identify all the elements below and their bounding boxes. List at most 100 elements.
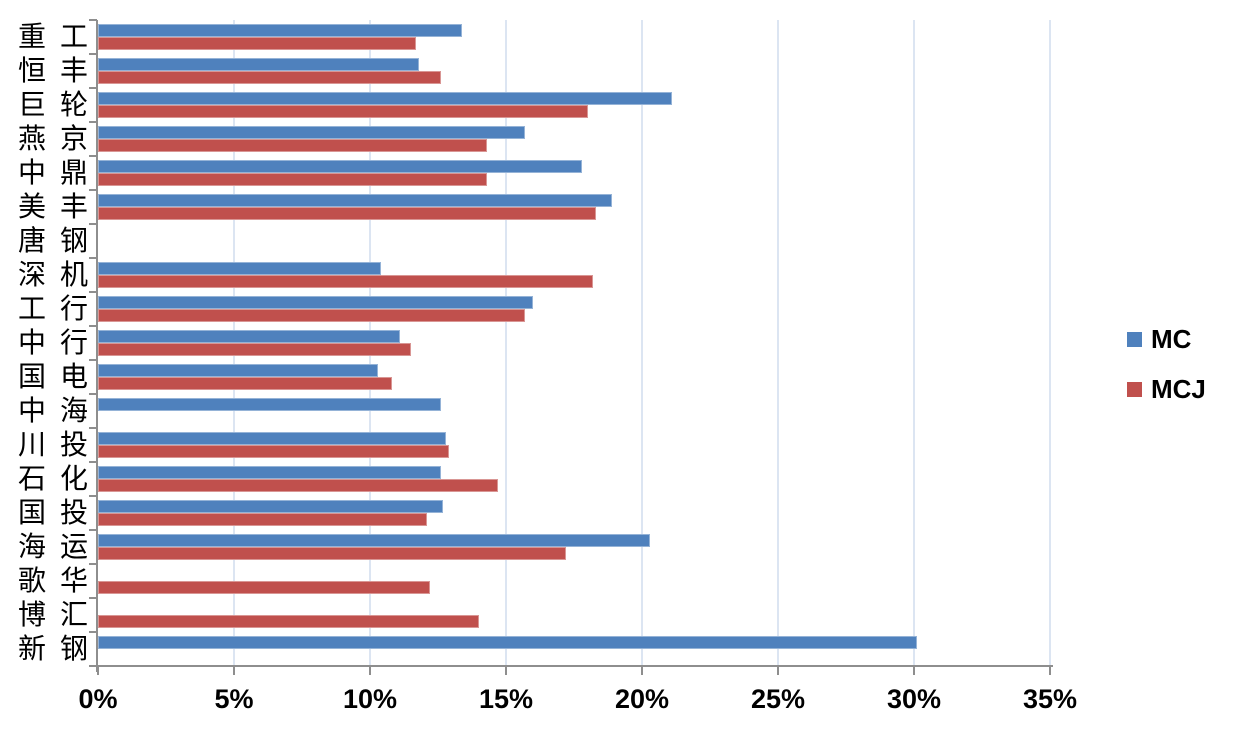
bar-mc	[98, 398, 441, 411]
bar-mc	[98, 262, 381, 275]
bar-mc	[98, 534, 651, 547]
y-axis-label: 川投	[17, 428, 102, 461]
x-axis-label: 0%	[78, 684, 118, 714]
x-axis-label: 15%	[478, 684, 534, 714]
bar-mc	[98, 24, 463, 37]
gridline	[913, 20, 915, 666]
bar-mc	[98, 126, 526, 139]
x-axis-label: 5%	[214, 684, 254, 714]
y-axis-tick	[89, 257, 97, 259]
y-axis-label: 中行	[17, 326, 102, 359]
y-axis-tick	[89, 291, 97, 293]
y-axis-label: 唐钢	[17, 224, 102, 257]
bar-mcj	[98, 139, 487, 152]
y-axis-label: 巨轮	[17, 88, 102, 121]
bar-mc	[98, 500, 444, 513]
y-axis-tick	[89, 359, 97, 361]
x-axis-tick	[505, 666, 507, 675]
x-axis-label: 35%	[1022, 684, 1078, 714]
x-axis-tick	[1049, 666, 1051, 675]
y-axis-label: 国投	[17, 496, 102, 529]
y-axis-tick	[89, 563, 97, 565]
x-axis-tick	[641, 666, 643, 675]
bar-mc	[98, 636, 917, 649]
bar-mcj	[98, 105, 588, 118]
x-axis-label: 25%	[750, 684, 806, 714]
y-axis-label: 歌华	[17, 564, 102, 597]
bar-mcj	[98, 173, 487, 186]
bar-mc	[98, 92, 672, 105]
x-axis-label: 20%	[614, 684, 670, 714]
gridline	[505, 20, 507, 666]
x-axis-label: 10%	[342, 684, 398, 714]
bar-mcj	[98, 479, 498, 492]
bar-mc	[98, 160, 583, 173]
x-axis-label: 30%	[886, 684, 942, 714]
y-axis-label: 中海	[17, 394, 102, 427]
y-axis-tick	[89, 597, 97, 599]
y-axis-line	[96, 20, 98, 672]
y-axis-label: 国电	[17, 360, 102, 393]
y-axis-tick	[89, 461, 97, 463]
bar-mc	[98, 330, 400, 343]
y-axis-label: 石化	[17, 462, 102, 495]
y-axis-tick	[89, 529, 97, 531]
y-axis-tick	[89, 87, 97, 89]
y-axis-tick	[89, 155, 97, 157]
y-axis-tick	[89, 19, 97, 21]
x-axis-line	[91, 665, 1053, 667]
bar-mcj	[98, 207, 596, 220]
y-axis-tick	[89, 427, 97, 429]
y-axis-label: 恒丰	[17, 54, 102, 87]
y-axis-label: 深机	[17, 258, 102, 291]
y-axis-tick	[89, 53, 97, 55]
y-axis-tick	[89, 631, 97, 633]
legend-item-mc: MC	[1127, 324, 1206, 354]
bar-mc	[98, 58, 419, 71]
y-axis-label: 美丰	[17, 190, 102, 223]
bar-mcj	[98, 445, 449, 458]
legend-item-mcj: MCJ	[1127, 374, 1206, 404]
bar-mcj	[98, 37, 417, 50]
y-axis-label: 燕京	[17, 122, 102, 155]
bar-mcj	[98, 275, 594, 288]
bar-mc	[98, 194, 613, 207]
gridline	[1049, 20, 1051, 666]
legend-label: MC	[1151, 324, 1192, 354]
bar-mcj	[98, 615, 479, 628]
legend-label: MCJ	[1151, 374, 1206, 404]
y-axis-tick	[89, 495, 97, 497]
x-axis-tick	[233, 666, 235, 675]
bar-mc	[98, 466, 441, 479]
y-axis-tick	[89, 223, 97, 225]
bar-mcj	[98, 309, 526, 322]
bar-mc	[98, 296, 534, 309]
gridline	[641, 20, 643, 666]
y-axis-label: 海运	[17, 530, 102, 563]
x-axis-tick	[777, 666, 779, 675]
y-axis-label: 中鼎	[17, 156, 102, 189]
y-axis-tick	[89, 393, 97, 395]
gridline	[777, 20, 779, 666]
y-axis-tick	[89, 189, 97, 191]
bar-mcj	[98, 343, 411, 356]
legend-swatch-mcj	[1127, 381, 1142, 397]
y-axis-label: 新钢	[17, 632, 102, 665]
y-axis-tick	[89, 325, 97, 327]
plot-area	[98, 20, 1051, 666]
x-axis-tick	[369, 666, 371, 675]
y-axis-label: 博汇	[17, 598, 102, 631]
bar-mc	[98, 364, 379, 377]
x-axis-tick	[913, 666, 915, 675]
y-axis-tick	[89, 121, 97, 123]
bar-mc	[98, 432, 447, 445]
bar-mcj	[98, 581, 430, 594]
bar-mcj	[98, 377, 392, 390]
y-axis-tick	[89, 665, 97, 667]
bar-mcj	[98, 547, 566, 560]
legend: MC MCJ	[1127, 324, 1206, 424]
bar-mcj	[98, 513, 428, 526]
bar-mcj	[98, 71, 441, 84]
x-axis-tick	[97, 666, 99, 675]
